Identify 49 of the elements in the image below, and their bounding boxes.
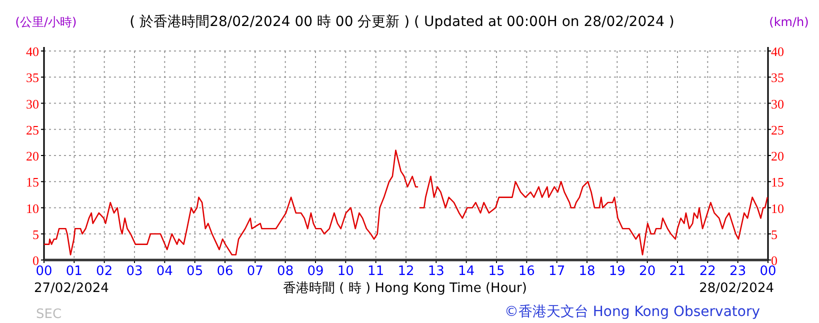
x-tick-label: 03 xyxy=(126,264,143,279)
x-tick-label: 07 xyxy=(246,264,264,279)
y2-axis-title: (km/h) xyxy=(769,15,809,29)
x-tick-label: 08 xyxy=(277,264,294,279)
y2-tick-label: 10 xyxy=(771,200,784,216)
text: 28/02/2024 xyxy=(699,281,774,296)
y-tick-label: 10 xyxy=(26,200,39,216)
text: ©香港天文台 Hong Kong Observatory xyxy=(504,304,760,320)
x-tick-label: 11 xyxy=(368,264,384,279)
x-tick-label: 16 xyxy=(518,264,535,279)
y2-tick-label: 5 xyxy=(771,226,778,242)
x-tick-label: 18 xyxy=(578,264,596,279)
y2-tick-label: 30 xyxy=(771,96,784,112)
x-tick-label: 20 xyxy=(639,264,656,279)
x-tick-label: 12 xyxy=(398,264,414,279)
x-tick-label: 23 xyxy=(730,264,746,279)
x-tick-label: 21 xyxy=(669,264,686,279)
x-tick-label: 05 xyxy=(186,264,204,279)
text: SEC xyxy=(36,307,62,322)
text: 27/02/2024 xyxy=(34,281,109,296)
x-tick-label: 02 xyxy=(96,264,113,279)
x-tick-label: 04 xyxy=(156,264,173,279)
y-tick-label: 5 xyxy=(32,226,39,242)
x-tick-label: 13 xyxy=(428,264,444,279)
y2-tick-label: 35 xyxy=(771,70,784,86)
y-tick-label: 35 xyxy=(26,70,39,86)
x-axis-title: 香港時間 ( 時 ) Hong Kong Time (Hour) xyxy=(283,281,527,296)
chart-title: ( 於香港時間28/02/2024 00 時 00 分更新 ) ( Updated at 00:00H on 28/02/2024 ) xyxy=(130,14,674,30)
y2-tick-label: 20 xyxy=(771,148,784,164)
y-tick-label: 25 xyxy=(26,122,39,138)
x-tick-label: 22 xyxy=(699,264,716,279)
x-tick-label: 06 xyxy=(216,264,234,279)
x-tick-label: 00 xyxy=(760,264,776,279)
y2-tick-label: 25 xyxy=(771,122,784,138)
x-tick-label: 00 xyxy=(36,264,52,279)
y-axis-title: (公里/小時) xyxy=(15,15,77,29)
y-tick-label: 15 xyxy=(26,174,39,190)
x-tick-label: 01 xyxy=(66,264,82,279)
y2-tick-label: 15 xyxy=(771,174,784,190)
y-tick-label: 30 xyxy=(26,96,39,112)
x-tick-label: 14 xyxy=(458,264,475,279)
x-tick-label: 09 xyxy=(307,264,324,279)
y-tick-label: 20 xyxy=(26,148,39,164)
x-tick-label: 15 xyxy=(488,264,505,279)
x-tick-label: 17 xyxy=(548,264,566,279)
y2-tick-label: 40 xyxy=(771,44,784,59)
x-tick-label: 19 xyxy=(608,264,626,279)
x-tick-label: 10 xyxy=(337,264,354,279)
y-tick-label: 40 xyxy=(26,44,39,59)
